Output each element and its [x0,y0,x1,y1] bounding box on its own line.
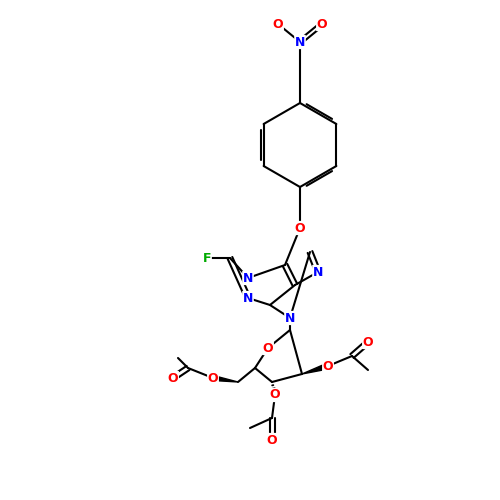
Text: O: O [322,360,334,372]
Text: N: N [243,272,253,284]
Text: O: O [266,434,278,446]
Text: F: F [203,252,211,264]
Text: O: O [270,388,280,402]
Text: N: N [285,312,295,324]
Text: O: O [294,222,306,234]
Text: N: N [243,292,253,304]
Text: N: N [313,266,323,278]
Polygon shape [212,376,238,382]
Polygon shape [302,363,329,374]
Text: O: O [362,336,374,348]
Text: O: O [262,342,274,354]
Text: O: O [208,372,218,384]
Text: O: O [316,18,328,30]
Text: O: O [272,18,283,30]
Text: N: N [295,36,305,49]
Text: O: O [168,372,178,384]
